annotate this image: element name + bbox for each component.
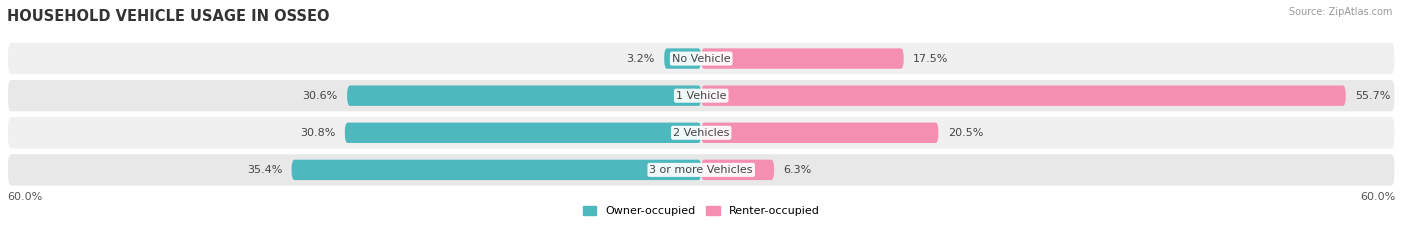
FancyBboxPatch shape — [702, 123, 938, 143]
FancyBboxPatch shape — [702, 48, 904, 69]
Text: 35.4%: 35.4% — [247, 165, 283, 175]
FancyBboxPatch shape — [7, 116, 1396, 149]
Text: 1 Vehicle: 1 Vehicle — [676, 91, 727, 101]
FancyBboxPatch shape — [702, 86, 1346, 106]
Text: No Vehicle: No Vehicle — [672, 54, 731, 64]
FancyBboxPatch shape — [291, 160, 702, 180]
Text: 55.7%: 55.7% — [1355, 91, 1391, 101]
FancyBboxPatch shape — [347, 86, 702, 106]
Text: Source: ZipAtlas.com: Source: ZipAtlas.com — [1288, 7, 1392, 17]
Text: 17.5%: 17.5% — [912, 54, 948, 64]
FancyBboxPatch shape — [702, 160, 775, 180]
FancyBboxPatch shape — [7, 79, 1396, 112]
Text: 20.5%: 20.5% — [948, 128, 983, 138]
Text: 3.2%: 3.2% — [627, 54, 655, 64]
Text: 6.3%: 6.3% — [783, 165, 811, 175]
Text: 2 Vehicles: 2 Vehicles — [673, 128, 730, 138]
FancyBboxPatch shape — [344, 123, 702, 143]
Text: HOUSEHOLD VEHICLE USAGE IN OSSEO: HOUSEHOLD VEHICLE USAGE IN OSSEO — [7, 9, 329, 24]
Text: 60.0%: 60.0% — [7, 192, 42, 202]
FancyBboxPatch shape — [7, 42, 1396, 75]
Text: 30.6%: 30.6% — [302, 91, 337, 101]
Legend: Owner-occupied, Renter-occupied: Owner-occupied, Renter-occupied — [578, 202, 824, 221]
Text: 30.8%: 30.8% — [301, 128, 336, 138]
FancyBboxPatch shape — [7, 153, 1396, 187]
Text: 3 or more Vehicles: 3 or more Vehicles — [650, 165, 754, 175]
FancyBboxPatch shape — [664, 48, 702, 69]
Text: 60.0%: 60.0% — [1360, 192, 1396, 202]
